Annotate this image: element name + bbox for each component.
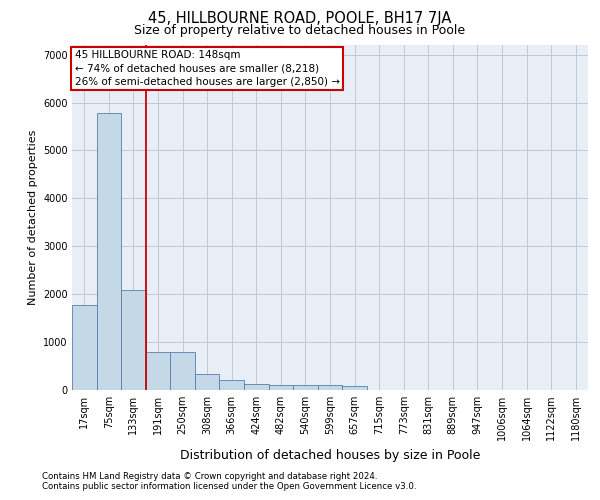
Text: Size of property relative to detached houses in Poole: Size of property relative to detached ho… <box>134 24 466 37</box>
Bar <box>220 380 244 390</box>
Bar <box>170 352 195 390</box>
Text: Contains public sector information licensed under the Open Government Licence v3: Contains public sector information licen… <box>42 482 416 491</box>
X-axis label: Distribution of detached houses by size in Poole: Distribution of detached houses by size … <box>180 448 480 462</box>
Bar <box>244 384 269 390</box>
Bar <box>342 386 367 390</box>
Bar <box>195 374 220 390</box>
Text: Contains HM Land Registry data © Crown copyright and database right 2024.: Contains HM Land Registry data © Crown c… <box>42 472 377 481</box>
Bar <box>146 352 170 390</box>
Y-axis label: Number of detached properties: Number of detached properties <box>28 130 38 305</box>
Bar <box>318 385 342 390</box>
Bar <box>269 384 293 390</box>
Text: 45, HILLBOURNE ROAD, POOLE, BH17 7JA: 45, HILLBOURNE ROAD, POOLE, BH17 7JA <box>148 11 452 26</box>
Bar <box>121 290 146 390</box>
Bar <box>72 304 97 390</box>
Bar <box>293 385 318 390</box>
Bar <box>97 113 121 390</box>
Text: 45 HILLBOURNE ROAD: 148sqm
← 74% of detached houses are smaller (8,218)
26% of s: 45 HILLBOURNE ROAD: 148sqm ← 74% of deta… <box>74 50 340 86</box>
